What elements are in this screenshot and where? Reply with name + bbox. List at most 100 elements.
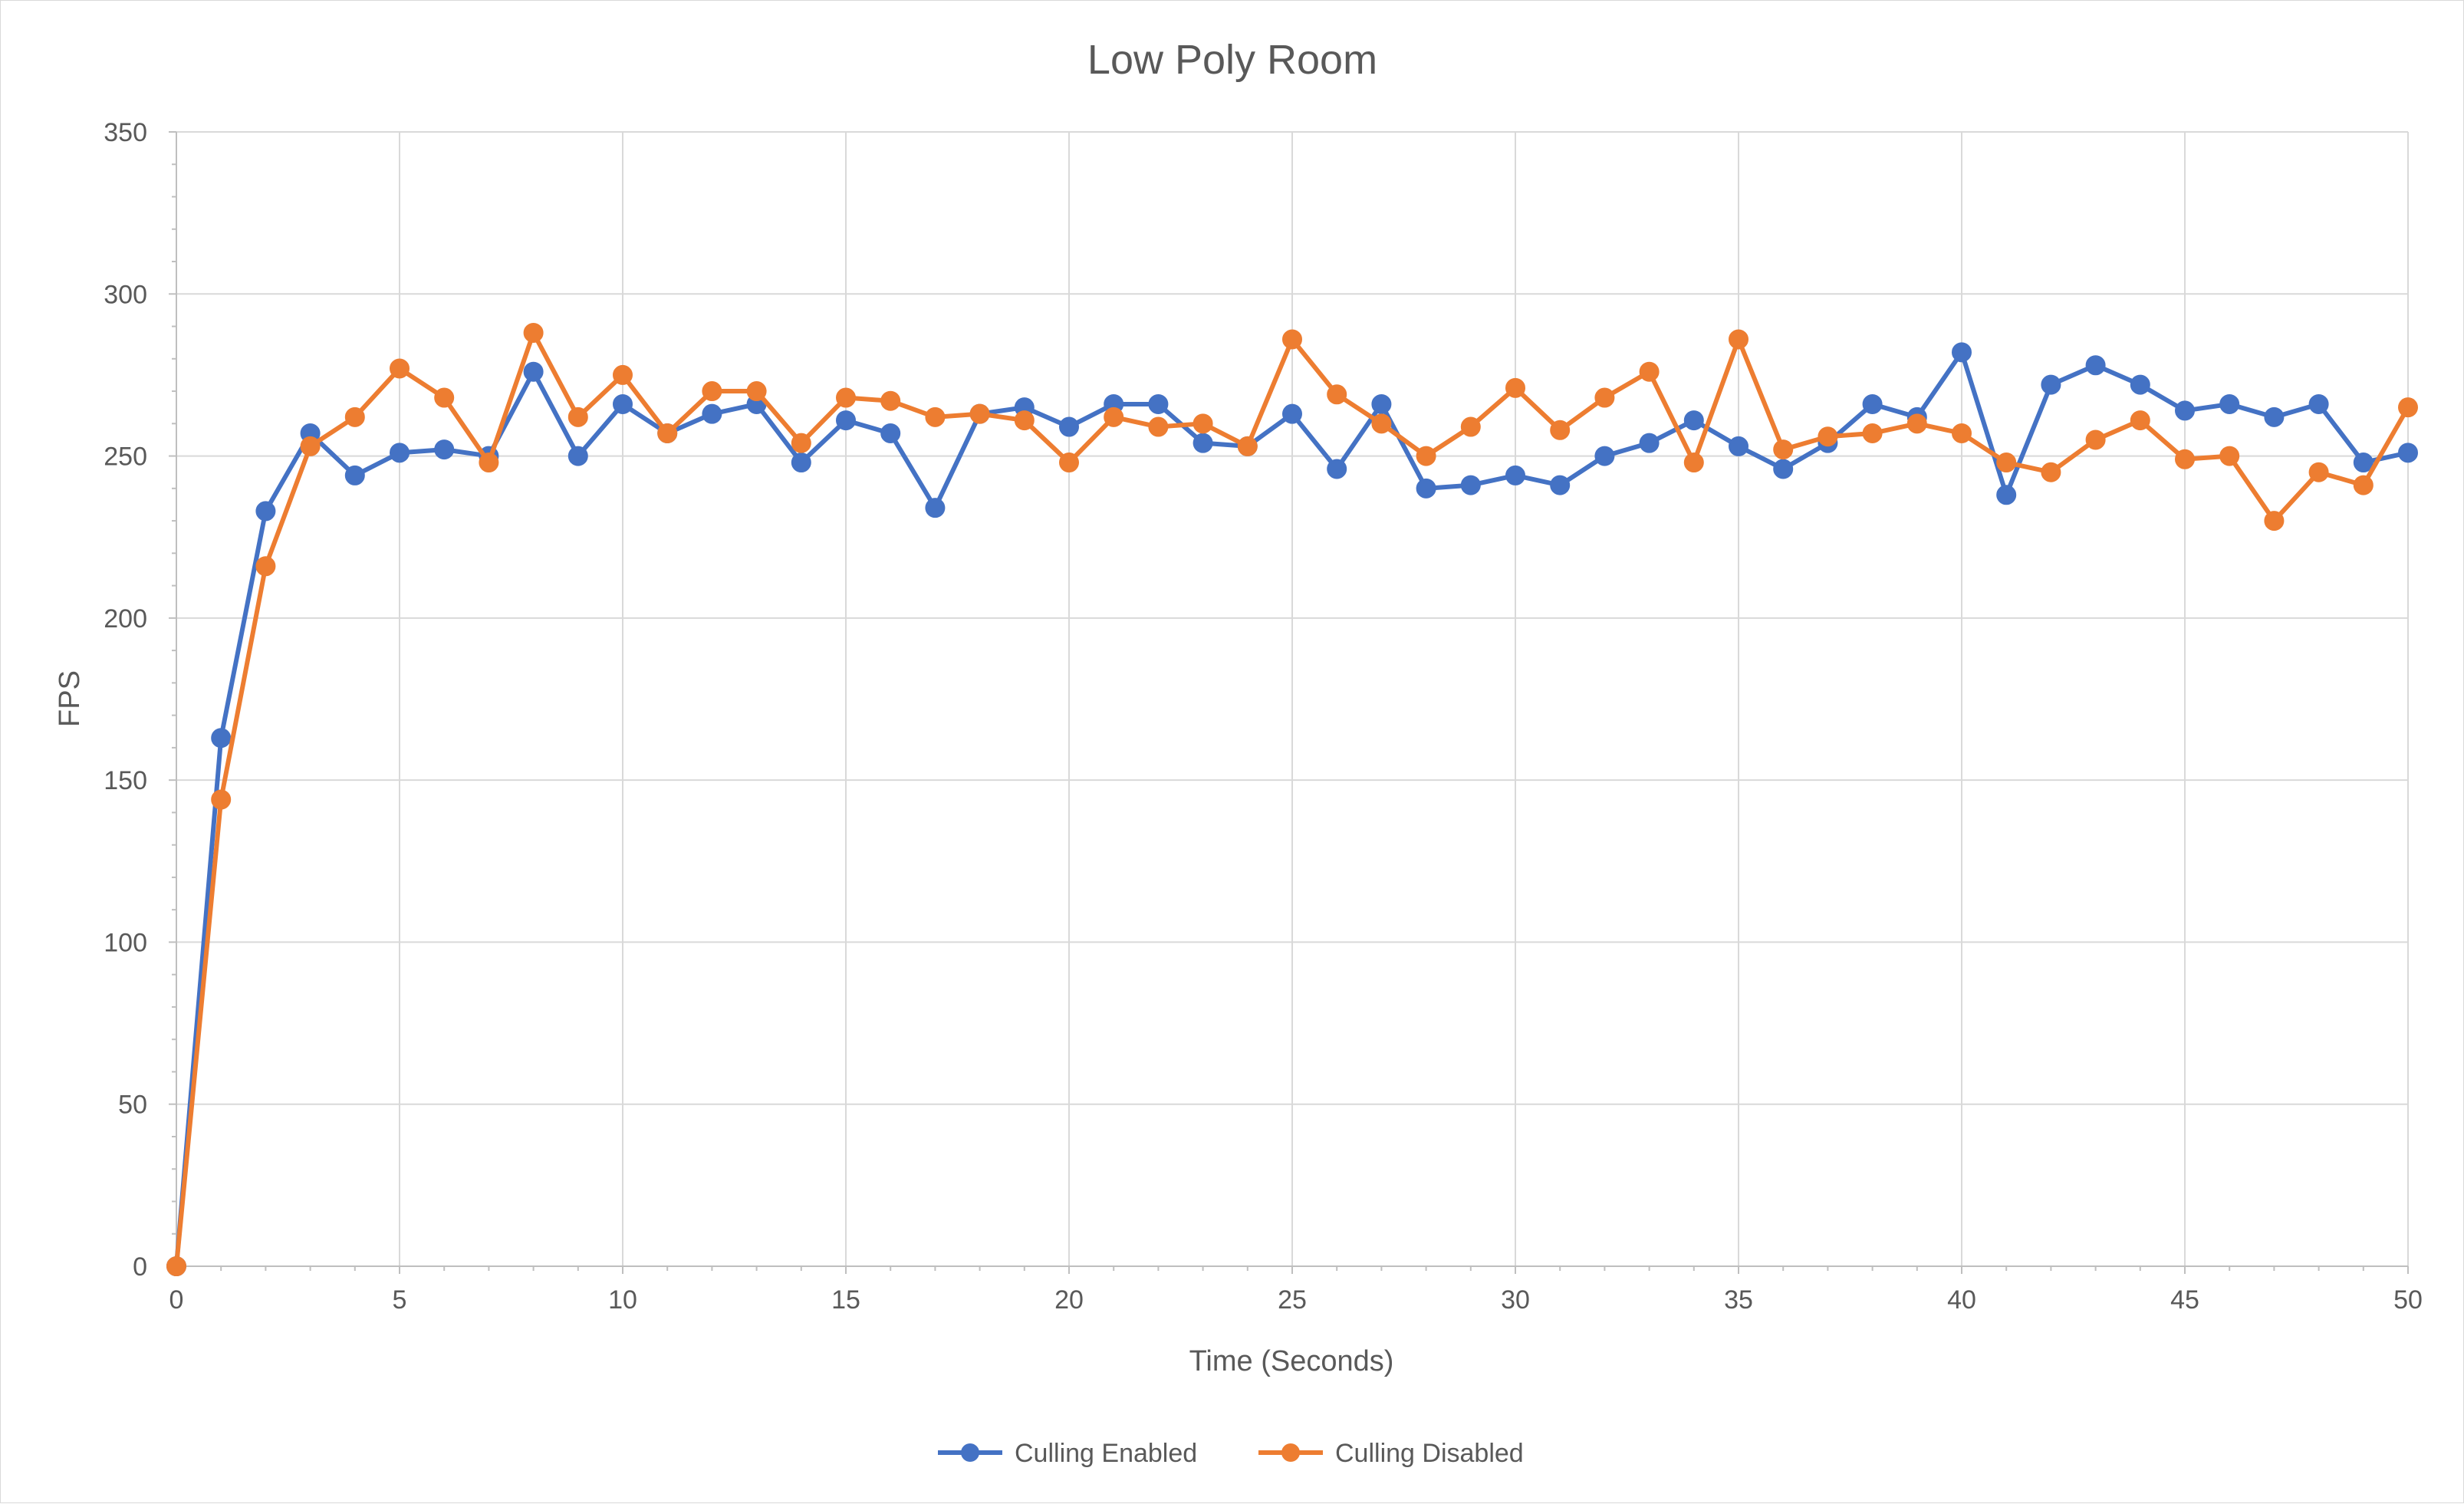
y-tick-label: 250 xyxy=(104,443,147,472)
data-point xyxy=(2085,429,2106,450)
data-point xyxy=(1148,393,1169,414)
series-culling-enabled xyxy=(166,342,2418,1276)
data-point xyxy=(791,433,811,453)
y-tick-label: 200 xyxy=(104,604,147,634)
y-tick-label: 300 xyxy=(104,280,147,309)
data-point xyxy=(300,436,321,456)
x-tick-label: 25 xyxy=(1278,1285,1307,1315)
data-point xyxy=(1059,416,1079,437)
data-point xyxy=(2398,397,2418,418)
data-point xyxy=(344,465,365,485)
data-point xyxy=(1773,459,1794,479)
data-point xyxy=(1193,433,1213,453)
data-point xyxy=(702,403,722,424)
data-point xyxy=(1683,410,1704,431)
x-axis-label: Time (Seconds) xyxy=(1189,1345,1394,1377)
data-point xyxy=(2130,410,2150,431)
data-point xyxy=(1371,393,1392,414)
x-tick-label: 50 xyxy=(2393,1285,2423,1315)
data-point xyxy=(1862,423,1883,443)
data-point xyxy=(702,381,722,402)
data-point xyxy=(880,390,901,411)
data-point xyxy=(791,453,811,473)
data-point xyxy=(255,501,276,522)
data-point xyxy=(390,358,410,379)
data-point xyxy=(2041,374,2061,395)
data-point xyxy=(344,406,365,427)
x-tick-label: 30 xyxy=(1501,1285,1530,1315)
y-tick-label: 50 xyxy=(118,1091,147,1120)
data-point xyxy=(969,403,990,424)
data-point xyxy=(2308,462,2329,482)
axes: 0 50 100 150 200 250 300 350 0 5 10 15 20 25 30 35 40 45 5… xyxy=(104,118,2423,1315)
data-point xyxy=(1952,342,1972,363)
data-point xyxy=(2308,393,2329,414)
x-tick-label: 40 xyxy=(1947,1285,1976,1315)
data-point xyxy=(479,453,499,473)
x-tick-label: 5 xyxy=(393,1285,407,1315)
data-point xyxy=(1996,453,2017,473)
legend-label: Culling Enabled xyxy=(1015,1439,1197,1468)
legend-label: Culling Disabled xyxy=(1335,1439,1524,1468)
data-point xyxy=(1729,436,1748,456)
data-point xyxy=(1639,433,1660,453)
data-point xyxy=(1282,403,1302,424)
data-point xyxy=(1460,475,1481,495)
data-point xyxy=(1282,329,1302,350)
data-point xyxy=(1327,459,1347,479)
data-point xyxy=(523,361,544,382)
data-point xyxy=(2219,393,2240,414)
data-point xyxy=(1237,436,1258,456)
data-point xyxy=(1639,361,1660,382)
data-point xyxy=(925,498,946,518)
data-point xyxy=(567,406,588,427)
legend: Culling Enabled Culling Disabled xyxy=(938,1439,1524,1468)
data-point xyxy=(880,423,901,443)
series-layer xyxy=(166,322,2418,1276)
data-point xyxy=(613,393,633,414)
chart-title: Low Poly Room xyxy=(1087,37,1377,83)
data-point xyxy=(1996,485,2017,505)
data-point xyxy=(2264,511,2285,532)
data-point xyxy=(1818,426,1838,447)
data-point xyxy=(1594,387,1615,408)
data-point xyxy=(567,446,588,466)
legend-item: Culling Disabled xyxy=(1258,1439,1524,1468)
data-point xyxy=(255,556,276,577)
data-point xyxy=(2130,374,2150,395)
data-point xyxy=(2398,443,2418,463)
data-point xyxy=(1550,475,1571,495)
data-point xyxy=(657,423,678,443)
data-point xyxy=(1014,410,1035,431)
y-axis-label: FPS xyxy=(54,670,86,727)
data-point xyxy=(1773,439,1794,460)
x-tick-label: 35 xyxy=(1724,1285,1753,1315)
data-point xyxy=(2219,446,2240,466)
data-point xyxy=(1193,413,1213,434)
data-point xyxy=(925,406,946,427)
y-tick-label: 0 xyxy=(133,1252,147,1282)
series-culling-disabled xyxy=(166,322,2418,1276)
x-tick-label: 0 xyxy=(169,1285,184,1315)
data-point xyxy=(1906,413,1927,434)
gridlines xyxy=(176,131,2409,1266)
data-point xyxy=(1327,384,1347,405)
data-point xyxy=(1416,478,1436,499)
data-point xyxy=(836,410,856,431)
data-point xyxy=(434,387,455,408)
x-tick-label: 20 xyxy=(1054,1285,1084,1315)
data-point xyxy=(1594,446,1615,466)
legend-marker xyxy=(1281,1443,1300,1462)
data-point xyxy=(2353,453,2374,473)
data-point xyxy=(1416,446,1436,466)
data-point xyxy=(211,789,232,810)
data-point xyxy=(1862,393,1883,414)
y-tick-label: 150 xyxy=(104,766,147,795)
data-point xyxy=(1371,413,1392,434)
data-point xyxy=(613,364,633,385)
y-tick-label: 350 xyxy=(104,118,147,147)
y-tick-label: 100 xyxy=(104,928,147,957)
data-point xyxy=(166,1256,186,1276)
